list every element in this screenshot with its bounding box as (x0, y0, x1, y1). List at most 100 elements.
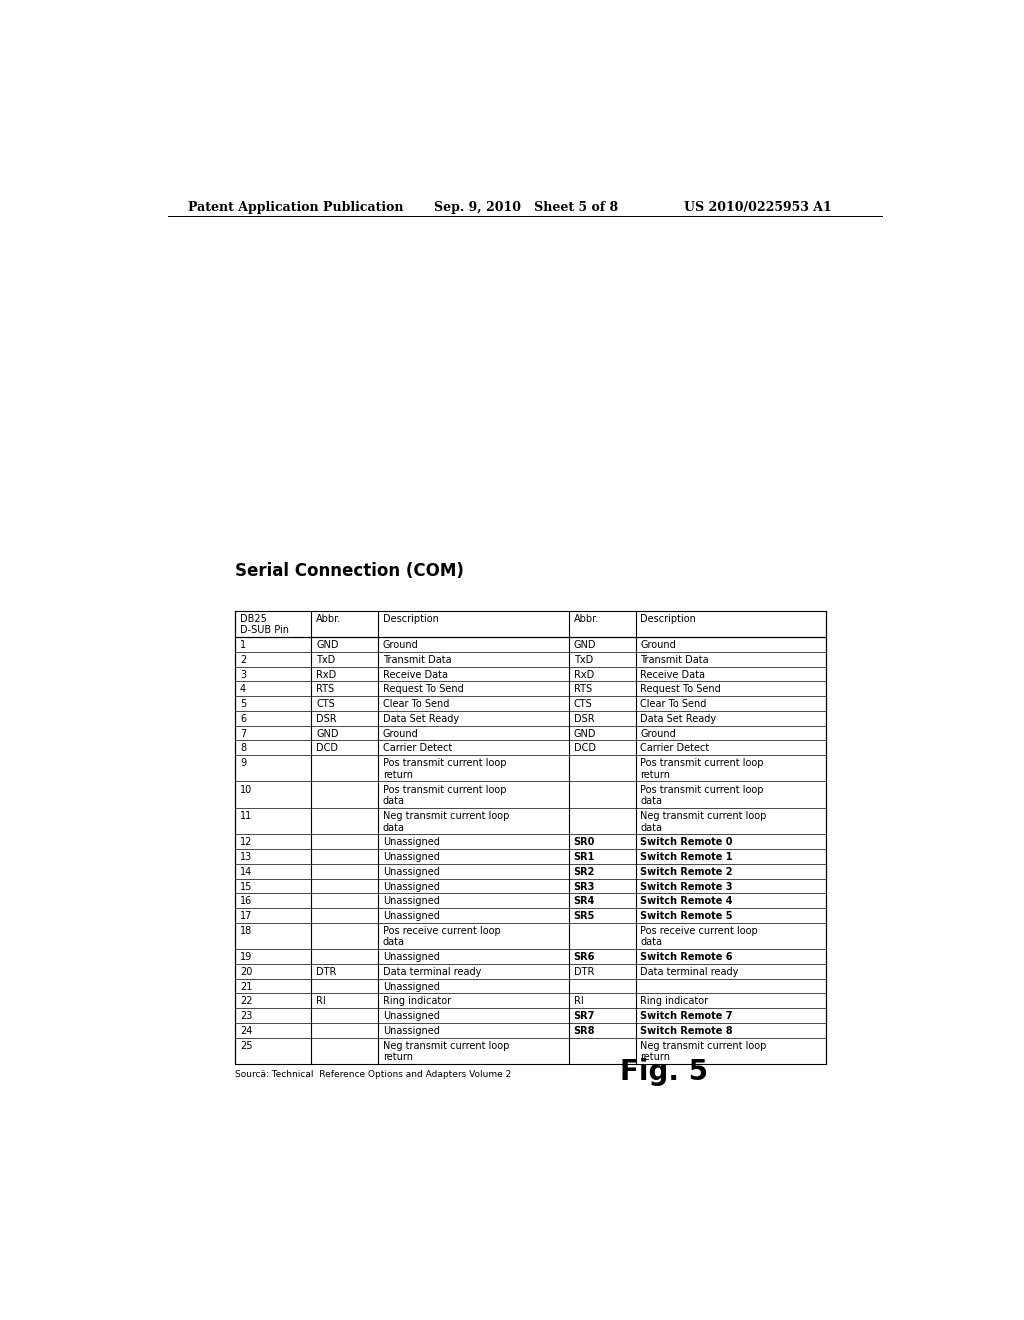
Text: RTS: RTS (573, 684, 592, 694)
Text: Sourcä: Technical  Reference Options and Adapters Volume 2: Sourcä: Technical Reference Options and … (236, 1071, 511, 1080)
Text: RI: RI (316, 997, 326, 1006)
Text: Ring indicator: Ring indicator (640, 997, 709, 1006)
Text: SR2: SR2 (573, 867, 595, 876)
Text: SR8: SR8 (573, 1026, 595, 1036)
Text: Switch Remote 0: Switch Remote 0 (640, 837, 733, 847)
Text: Ground: Ground (640, 640, 676, 651)
Text: 14: 14 (240, 867, 252, 876)
Text: Ring indicator: Ring indicator (383, 997, 451, 1006)
Text: Receive Data: Receive Data (383, 669, 447, 680)
Text: Transmit Data: Transmit Data (383, 655, 452, 665)
Text: DB25
D-SUB Pin: DB25 D-SUB Pin (240, 614, 289, 635)
Text: Clear To Send: Clear To Send (640, 700, 707, 709)
Text: DTR: DTR (573, 968, 594, 977)
Text: SR3: SR3 (573, 882, 595, 891)
Text: Unassigned: Unassigned (383, 911, 440, 921)
Text: Pos receive current loop
data: Pos receive current loop data (383, 925, 501, 948)
Text: DCD: DCD (316, 743, 338, 754)
Text: Pos transmit current loop
data: Pos transmit current loop data (640, 784, 764, 807)
Text: SR4: SR4 (573, 896, 595, 907)
Text: Pos transmit current loop
return: Pos transmit current loop return (640, 758, 764, 780)
Text: RI: RI (573, 997, 584, 1006)
Text: Switch Remote 8: Switch Remote 8 (640, 1026, 733, 1036)
Text: TxD: TxD (573, 655, 593, 665)
Text: DTR: DTR (316, 968, 337, 977)
Text: 7: 7 (240, 729, 246, 739)
Text: 16: 16 (240, 896, 252, 907)
Text: Pos receive current loop
data: Pos receive current loop data (640, 925, 758, 948)
Text: 1: 1 (240, 640, 246, 651)
Text: Unassigned: Unassigned (383, 982, 440, 991)
Text: Carrier Detect: Carrier Detect (640, 743, 710, 754)
Text: TxD: TxD (316, 655, 336, 665)
Text: Receive Data: Receive Data (640, 669, 706, 680)
Text: Switch Remote 4: Switch Remote 4 (640, 896, 733, 907)
Text: SR0: SR0 (573, 837, 595, 847)
Text: Clear To Send: Clear To Send (383, 700, 450, 709)
Text: Neg transmit current loop
return: Neg transmit current loop return (383, 1040, 509, 1063)
Text: Unassigned: Unassigned (383, 1011, 440, 1022)
Text: 2: 2 (240, 655, 246, 665)
Text: DSR: DSR (316, 714, 337, 723)
Text: Switch Remote 7: Switch Remote 7 (640, 1011, 733, 1022)
Text: Data terminal ready: Data terminal ready (640, 968, 738, 977)
Text: Request To Send: Request To Send (383, 684, 464, 694)
Text: Neg transmit current loop
return: Neg transmit current loop return (640, 1040, 767, 1063)
Text: Ground: Ground (383, 729, 419, 739)
Text: 8: 8 (240, 743, 246, 754)
Text: Fig. 5: Fig. 5 (620, 1057, 709, 1086)
Text: 15: 15 (240, 882, 252, 891)
Text: Switch Remote 3: Switch Remote 3 (640, 882, 733, 891)
Text: Switch Remote 6: Switch Remote 6 (640, 952, 733, 962)
Text: Carrier Detect: Carrier Detect (383, 743, 453, 754)
Text: Unassigned: Unassigned (383, 867, 440, 876)
Text: 11: 11 (240, 810, 252, 821)
Text: 25: 25 (240, 1040, 252, 1051)
Text: 3: 3 (240, 669, 246, 680)
Text: RTS: RTS (316, 684, 334, 694)
Text: Description: Description (640, 614, 696, 624)
Text: Neg transmit current loop
data: Neg transmit current loop data (383, 810, 509, 833)
Text: Data Set Ready: Data Set Ready (383, 714, 459, 723)
Text: Unassigned: Unassigned (383, 837, 440, 847)
Text: Sep. 9, 2010   Sheet 5 of 8: Sep. 9, 2010 Sheet 5 of 8 (433, 201, 617, 214)
Text: 12: 12 (240, 837, 252, 847)
Text: GND: GND (573, 640, 596, 651)
Text: 9: 9 (240, 758, 246, 768)
Text: Ground: Ground (640, 729, 676, 739)
Text: Switch Remote 2: Switch Remote 2 (640, 867, 733, 876)
Text: Unassigned: Unassigned (383, 1026, 440, 1036)
Text: Description: Description (383, 614, 439, 624)
Text: 13: 13 (240, 853, 252, 862)
Text: CTS: CTS (316, 700, 335, 709)
Text: Data Set Ready: Data Set Ready (640, 714, 717, 723)
Text: Unassigned: Unassigned (383, 896, 440, 907)
Text: 24: 24 (240, 1026, 252, 1036)
Bar (236, 611, 826, 1064)
Text: Unassigned: Unassigned (383, 952, 440, 962)
Text: Pos transmit current loop
data: Pos transmit current loop data (383, 784, 507, 807)
Text: Switch Remote 1: Switch Remote 1 (640, 853, 733, 862)
Text: DCD: DCD (573, 743, 596, 754)
Text: 6: 6 (240, 714, 246, 723)
Text: RxD: RxD (573, 669, 594, 680)
Text: SR1: SR1 (573, 853, 595, 862)
Text: Serial Connection (COM): Serial Connection (COM) (236, 562, 464, 581)
Text: SR5: SR5 (573, 911, 595, 921)
Text: 18: 18 (240, 925, 252, 936)
Text: 5: 5 (240, 700, 246, 709)
Text: 4: 4 (240, 684, 246, 694)
Text: Transmit Data: Transmit Data (640, 655, 709, 665)
Text: SR6: SR6 (573, 952, 595, 962)
Text: Neg transmit current loop
data: Neg transmit current loop data (640, 810, 767, 833)
Text: Patent Application Publication: Patent Application Publication (187, 201, 403, 214)
Text: SR7: SR7 (573, 1011, 595, 1022)
Text: GND: GND (316, 729, 339, 739)
Text: Unassigned: Unassigned (383, 853, 440, 862)
Text: 10: 10 (240, 784, 252, 795)
Text: Abbr.: Abbr. (316, 614, 341, 624)
Text: US 2010/0225953 A1: US 2010/0225953 A1 (684, 201, 831, 214)
Text: Request To Send: Request To Send (640, 684, 721, 694)
Text: 22: 22 (240, 997, 252, 1006)
Text: Ground: Ground (383, 640, 419, 651)
